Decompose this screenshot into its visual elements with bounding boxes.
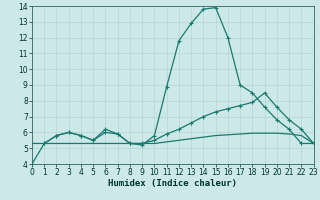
X-axis label: Humidex (Indice chaleur): Humidex (Indice chaleur) <box>108 179 237 188</box>
